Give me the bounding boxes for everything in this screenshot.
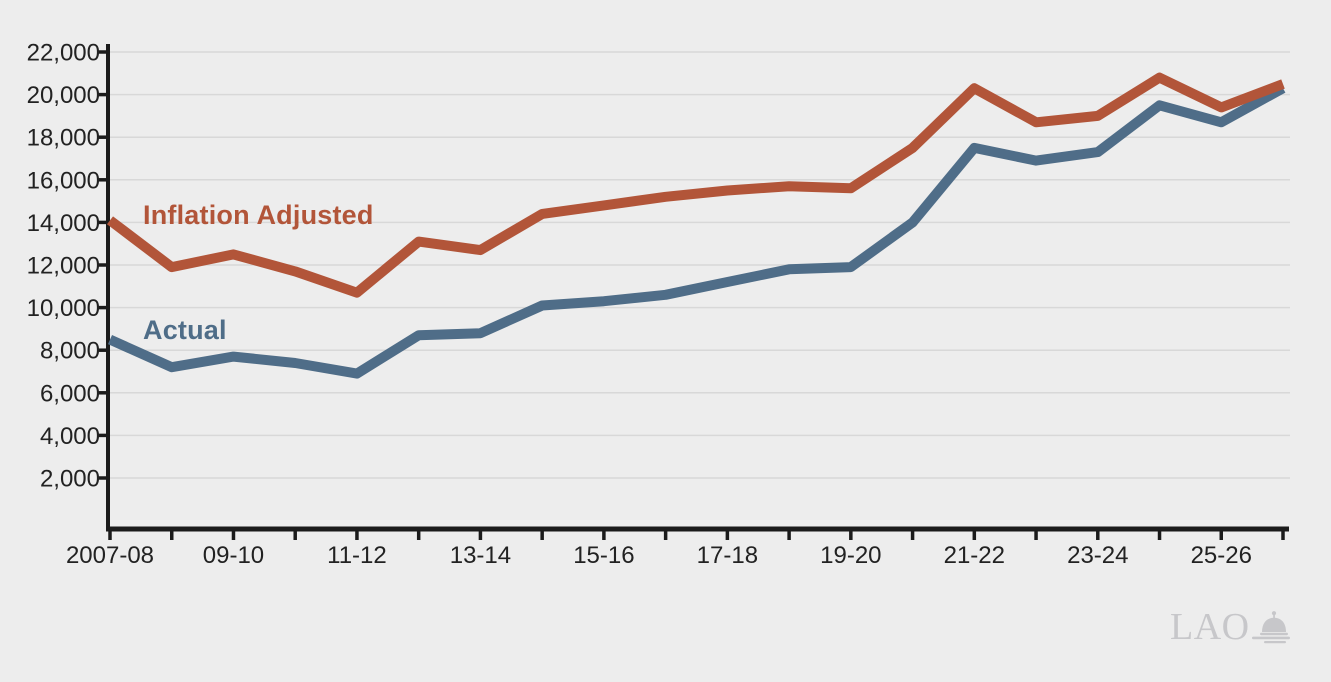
series-label-inflation-adjusted: Inflation Adjusted — [143, 200, 374, 230]
series-label-actual: Actual — [143, 315, 227, 345]
y-axis-tick-label: 22,000 — [27, 40, 100, 67]
capitol-dome-icon — [1251, 611, 1290, 644]
y-axis-tick-label: 14,000 — [27, 210, 100, 237]
x-axis-tick-label: 23-24 — [1067, 542, 1128, 569]
y-axis-tick-label: 10,000 — [27, 295, 100, 322]
y-axis-tick-label: 20,000 — [27, 82, 100, 109]
x-axis-tick-label: 25-26 — [1191, 542, 1252, 569]
y-axis-tick-label: 16,000 — [27, 167, 100, 194]
x-axis-tick-label: 21-22 — [944, 542, 1005, 569]
x-axis-tick-label: 09-10 — [203, 542, 264, 569]
x-axis-tick-label: 17-18 — [697, 542, 758, 569]
x-axis-tick-label: 11-12 — [327, 542, 387, 569]
x-axis-tick-label: 19-20 — [820, 542, 881, 569]
series-line-actual — [107, 83, 1286, 379]
y-axis-tick-label: 2,000 — [40, 466, 100, 493]
x-axis-tick-label: 13-14 — [450, 542, 511, 569]
x-axis-tick-label: 2007-08 — [66, 542, 154, 569]
series-line-inflation-adjusted — [106, 72, 1285, 298]
lao-logo: LAO — [1170, 608, 1291, 646]
lao-logo-text: LAO — [1170, 606, 1250, 648]
y-axis-tick-label: 8,000 — [40, 338, 100, 365]
y-axis-tick-label: 18,000 — [27, 125, 100, 152]
y-axis-tick-label: 4,000 — [40, 423, 100, 450]
y-axis-tick-label: 6,000 — [40, 380, 100, 407]
x-axis-tick-label: 15-16 — [573, 542, 634, 569]
y-axis-tick-label: 12,000 — [27, 253, 100, 280]
